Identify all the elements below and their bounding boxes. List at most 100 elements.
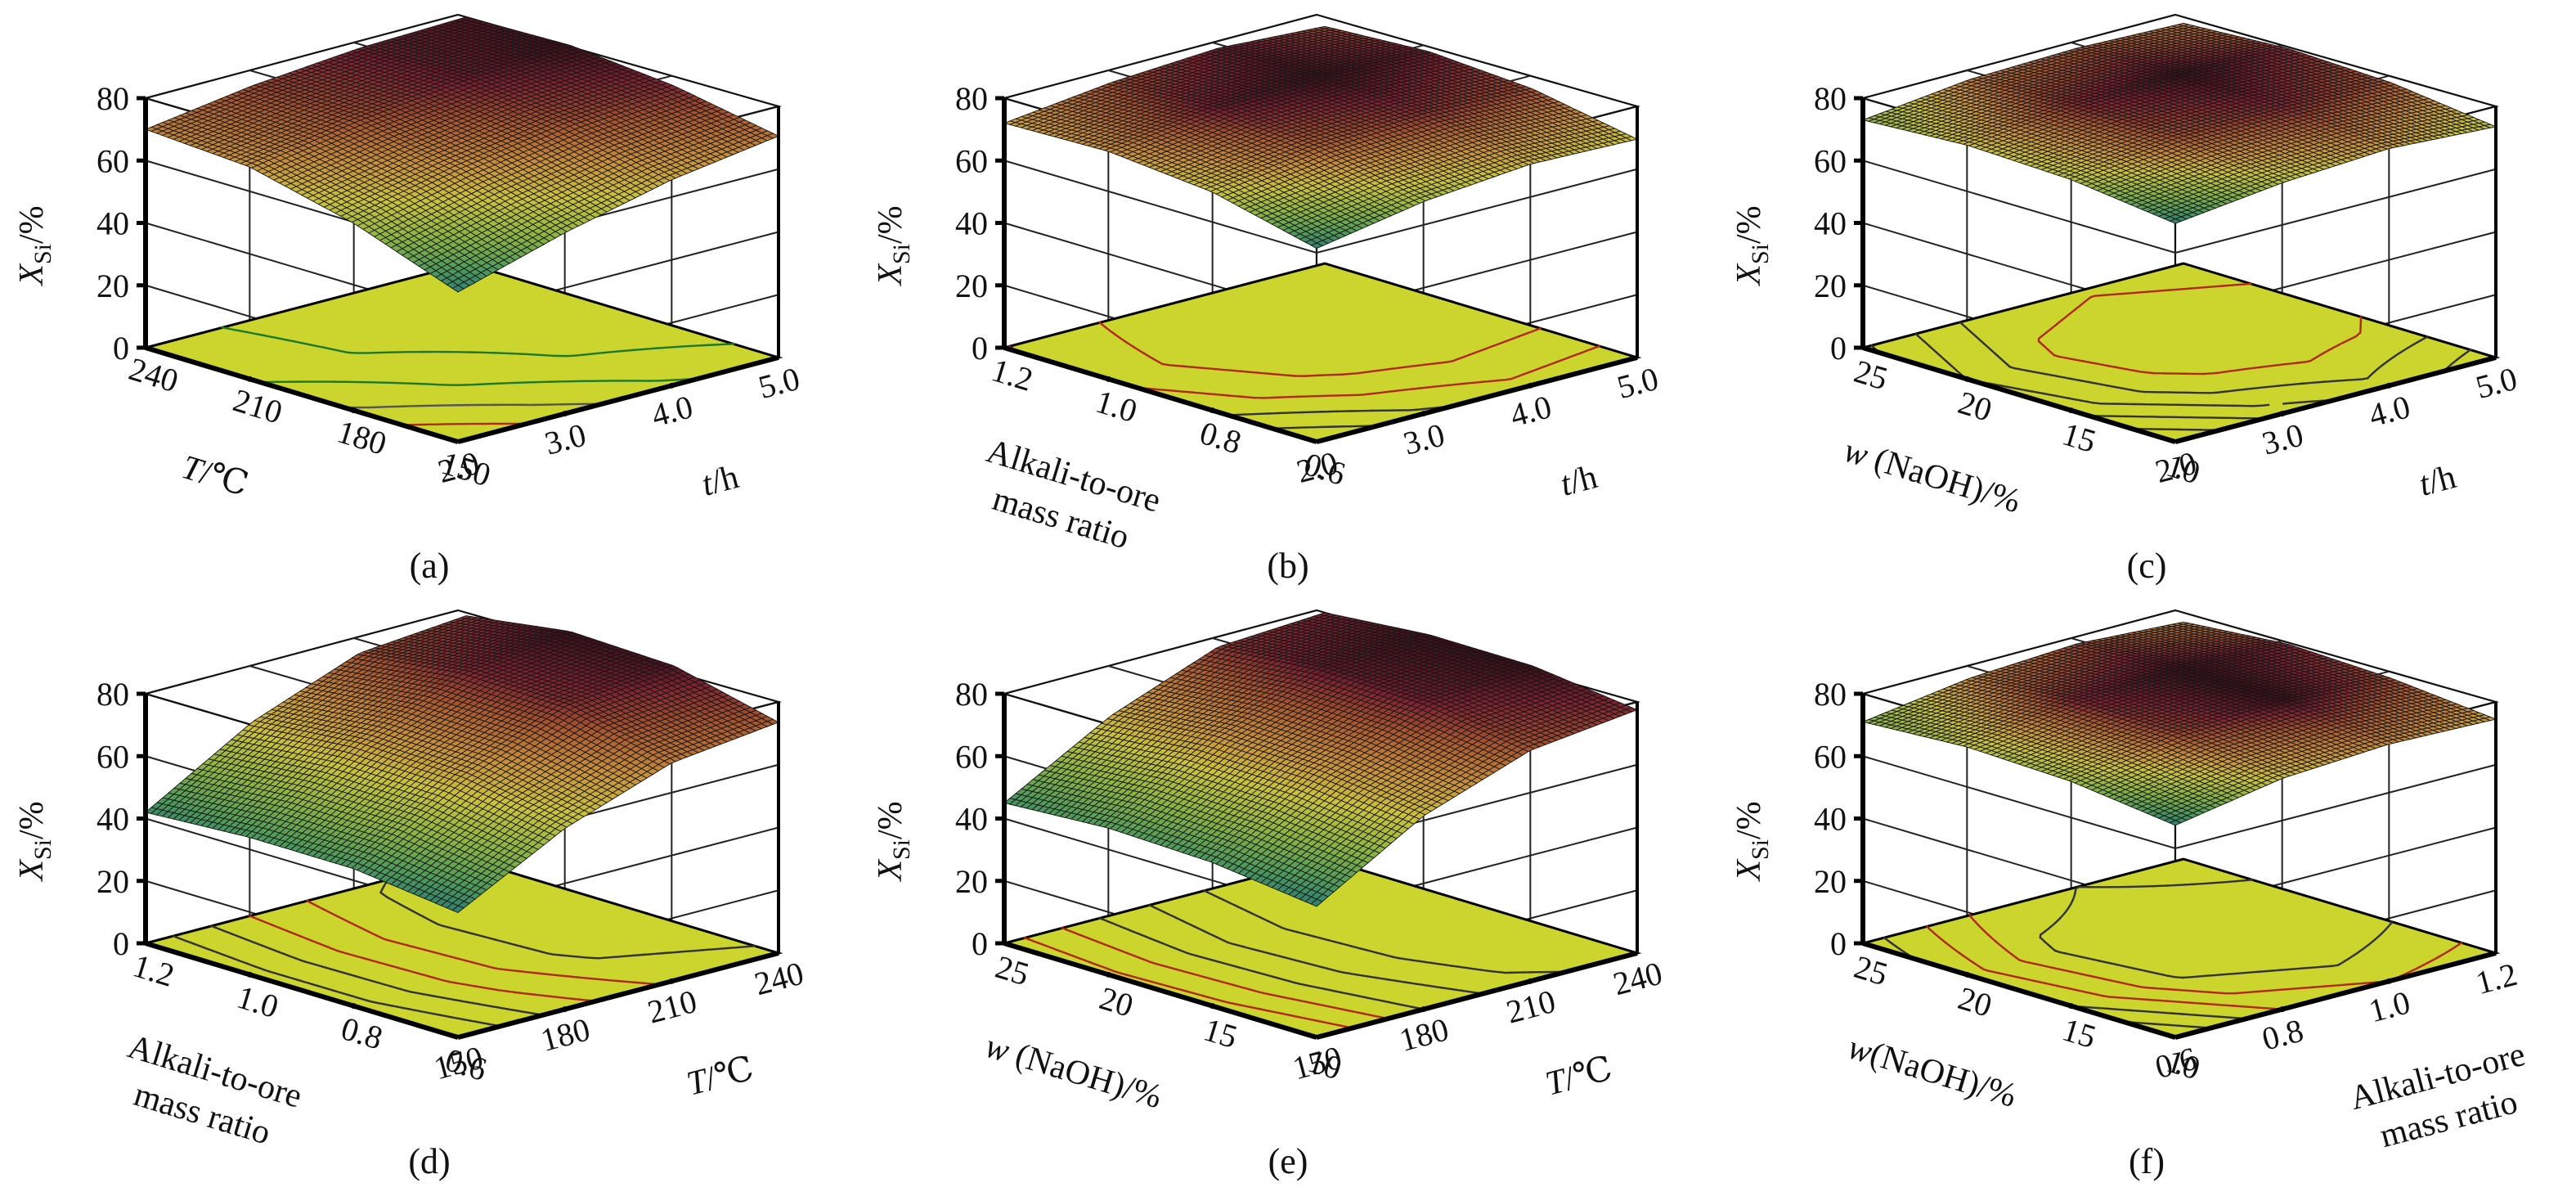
right-axis-title: t/h	[1556, 458, 1601, 504]
left-axis-tick-label: 1.2	[128, 947, 178, 994]
panel-caption: (a)	[410, 546, 450, 586]
axes	[137, 691, 780, 1040]
left-axis-tick-label: 1.2	[987, 351, 1037, 398]
panel-a: 80 60 40 20 0 XSi/% 240 210 180 150 2.0 3.0 4.0 5.0 T/…	[0, 0, 859, 596]
right-axis-tick-label: 5.0	[1613, 360, 1663, 406]
left-axis-title: w(NaOH)/%	[1843, 1028, 2021, 1114]
contour-lines	[221, 326, 735, 426]
right-axis-title: t/h	[2415, 458, 2460, 504]
z-axis-title: XSi/%	[13, 205, 56, 286]
svg-text:T/℃: T/℃	[177, 448, 253, 504]
z-tick-label: 60	[96, 738, 129, 775]
panel-e: 80 60 40 20 0 XSi/% 25 20 15 10 150 180 210 240 w (NaO…	[859, 596, 1717, 1191]
z-axis-title: XSi/%	[1730, 801, 1774, 882]
z-tick-label: 40	[955, 205, 988, 242]
left-axis-tick-label: 15	[2058, 1010, 2100, 1055]
svg-text:t/h: t/h	[698, 458, 743, 504]
left-axis-tick-label: 15	[1200, 1010, 1241, 1055]
right-axis-tick-label: 5.0	[755, 360, 804, 406]
z-axis-title: XSi/%	[13, 801, 56, 882]
z-axis-title: XSi/%	[1730, 205, 1774, 286]
z-tick-label: 0	[1830, 925, 1847, 962]
contour-lines	[172, 878, 756, 1028]
z-tick-label: 80	[955, 80, 988, 117]
z-axis-title: XSi/%	[872, 205, 915, 286]
z-tick-label: 80	[96, 676, 129, 713]
panel-caption: (b)	[1267, 546, 1308, 586]
right-axis-tick-label: 240	[751, 955, 807, 1003]
z-tick-label: 0	[1830, 330, 1847, 367]
response-surface	[1861, 22, 2497, 224]
z-tick-label: 20	[955, 863, 988, 900]
right-axis-title: t/h	[698, 458, 743, 504]
left-axis-tick-label: 1.0	[1092, 383, 1142, 430]
response-surface	[1003, 612, 1639, 907]
right-axis-tick-label: 4.0	[1506, 388, 1555, 434]
left-axis-tick-label: 20	[1954, 384, 1996, 429]
panel-caption: (e)	[1268, 1141, 1308, 1181]
z-tick-label: 80	[1814, 80, 1847, 117]
left-axis-tick-label: 0.8	[337, 1010, 387, 1057]
z-tick-label: 20	[96, 268, 129, 304]
z-axis-title: XSi/%	[872, 801, 915, 882]
right-axis-tick-label: 4.0	[648, 388, 697, 434]
right-axis-tick-label: 180	[1396, 1010, 1452, 1059]
response-surface	[145, 615, 780, 914]
z-tick-label: 40	[96, 801, 129, 838]
left-axis-tick-label: 25	[1850, 353, 1892, 398]
z-tick-label: 80	[96, 80, 129, 117]
contour-lines	[1024, 889, 1568, 1029]
z-tick-label: 60	[96, 142, 129, 179]
left-axis-tick-label: 0.8	[1196, 414, 1245, 461]
axes	[1854, 691, 2497, 1040]
z-tick-label: 20	[1814, 268, 1847, 304]
response-surface	[144, 16, 780, 293]
left-axis-tick-label: 15	[2058, 415, 2100, 460]
z-tick-label: 0	[972, 925, 988, 962]
left-axis-tick-label: 20	[1954, 979, 1996, 1024]
axes	[995, 96, 1639, 444]
left-axis-tick-label: 25	[991, 948, 1033, 993]
z-tick-label: 60	[955, 142, 988, 179]
z-tick-label: 20	[96, 863, 129, 900]
panel-b: 80 60 40 20 0 XSi/% 1.2 1.0 0.8 0.6 2.0 3.0 4.0 5.0 Al…	[859, 0, 1717, 596]
right-axis-tick-label: 210	[644, 983, 700, 1031]
right-axis-tick-label: 240	[1609, 955, 1666, 1003]
z-tick-label: 40	[1814, 801, 1847, 838]
z-tick-label: 80	[1814, 676, 1847, 713]
z-tick-label: 0	[972, 330, 988, 367]
z-tick-label: 60	[1814, 142, 1847, 179]
left-axis-tick-label: 20	[1096, 979, 1138, 1024]
panel-caption: (d)	[408, 1141, 450, 1181]
z-tick-label: 40	[955, 801, 988, 838]
response-surface	[1861, 621, 2497, 826]
z-tick-label: 0	[113, 925, 129, 962]
right-axis-title: T/℃	[683, 1050, 757, 1103]
right-axis-tick-label: 0.8	[2258, 1012, 2307, 1058]
contour-lines	[1008, 322, 1600, 430]
left-axis-tick-label: 25	[1850, 948, 1892, 993]
z-tick-label: 80	[955, 676, 988, 713]
z-tick-label: 0	[113, 330, 129, 367]
right-axis-tick-label: 210	[1502, 983, 1559, 1031]
left-axis-title: w (NaOH)/%	[981, 1028, 1166, 1116]
panel-f: 80 60 40 20 0 XSi/% 25 20 15 10 0.6 0.8 1.0 1.2 w(NaOH…	[1717, 596, 2576, 1191]
right-axis-tick-label: 180	[537, 1010, 594, 1059]
right-axis-tick-label: 1.2	[2472, 956, 2521, 1001]
right-axis-tick-label: 4.0	[2365, 388, 2414, 434]
panel-caption: (c)	[2127, 546, 2167, 586]
z-tick-label: 60	[1814, 738, 1847, 775]
right-axis-tick-label: 5.0	[2472, 360, 2521, 406]
panel-c: 80 60 40 20 0 XSi/% 25 20 15 10 2.0 3.0 4.0 5.0 w (NaO…	[1717, 0, 2576, 596]
right-axis-tick-label: 3.0	[2258, 416, 2307, 462]
z-tick-label: 60	[955, 738, 988, 775]
axes	[1854, 96, 2497, 444]
z-tick-label: 40	[96, 205, 129, 242]
panel-caption: (f)	[2129, 1141, 2165, 1181]
panel-d: 80 60 40 20 0 XSi/% 1.2 1.0 0.8 0.6 150 180 210 240 Al…	[0, 596, 859, 1191]
axes	[995, 691, 1639, 1040]
